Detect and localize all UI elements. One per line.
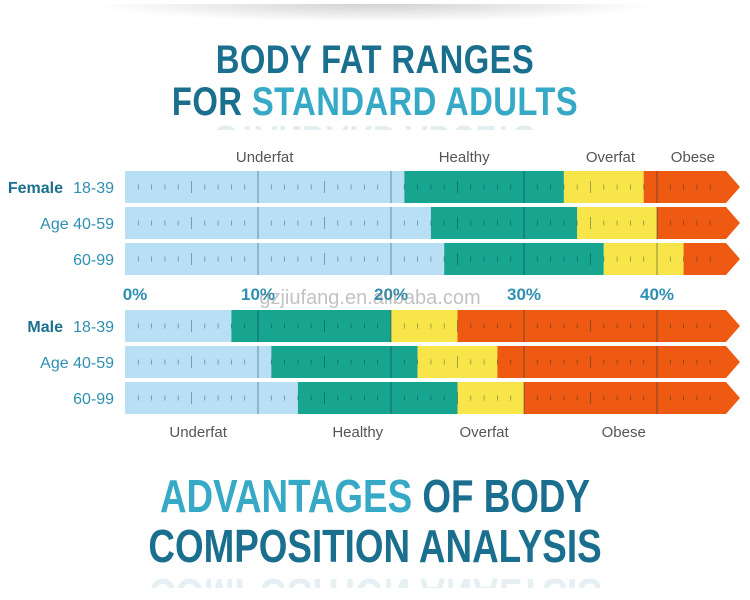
bar-segment-healthy bbox=[271, 346, 418, 378]
footer-title-line2: COMPOSITION ANALYSIS bbox=[75, 523, 675, 569]
bar-segment-underfat bbox=[125, 346, 272, 378]
bar-segment-obese bbox=[524, 382, 740, 414]
row-age-label: 18-39 bbox=[73, 180, 114, 197]
category-label-healthy: Healthy bbox=[332, 424, 383, 441]
footer-reflection-text: COMPOSITION ANALYSIS bbox=[148, 568, 601, 588]
category-label-overfat: Overfat bbox=[586, 149, 636, 166]
row-sex-label: Male bbox=[27, 319, 63, 336]
top-shadow bbox=[90, 4, 660, 22]
category-label-obese: Obese bbox=[671, 149, 715, 166]
bar-segment-overfat bbox=[577, 207, 657, 239]
footer-line1-rest: OF BODY bbox=[412, 470, 591, 522]
row-age-label: Age 40-59 bbox=[40, 355, 114, 372]
x-tick-label: 40% bbox=[640, 285, 674, 304]
row-sex-label: Female bbox=[8, 180, 63, 197]
footer-reflection: COMPOSITION ANALYSIS bbox=[0, 568, 750, 588]
bar-row-male-2 bbox=[125, 382, 740, 414]
bar-row-male-1 bbox=[125, 346, 740, 378]
footer-line2-text: COMPOSITION ANALYSIS bbox=[148, 520, 602, 572]
bar-segment-underfat bbox=[125, 382, 298, 414]
row-age-label: Age 40-59 bbox=[40, 216, 114, 233]
category-label-healthy: Healthy bbox=[439, 149, 490, 166]
watermark-text: gzjiufang.en.alibaba.com bbox=[259, 287, 480, 309]
title-line2-highlight: STANDARD ADULTS bbox=[251, 80, 579, 124]
bar-row-female-0 bbox=[125, 171, 740, 203]
bar-segment-overfat bbox=[563, 171, 644, 203]
bar-segment-obese bbox=[457, 310, 740, 342]
category-label-overfat: Overfat bbox=[460, 424, 510, 441]
bar-segment-overfat bbox=[391, 310, 458, 342]
title-reflection: STANDARD ADULTS bbox=[0, 116, 750, 130]
bar-segment-overfat bbox=[457, 382, 524, 414]
body-fat-chart: Underfat Healthy Overfat Obese Female 18-39 Ag… bbox=[8, 149, 740, 441]
title-line1-text: BODY FAT RANGES bbox=[215, 38, 535, 82]
bar-row-male-0 bbox=[125, 310, 740, 342]
x-tick-label: 0% bbox=[123, 285, 148, 304]
bar-segment-overfat bbox=[603, 243, 684, 275]
title-reflection-text: STANDARD ADULTS bbox=[215, 116, 535, 130]
page-title-line2: FOR STANDARD ADULTS bbox=[68, 82, 683, 122]
bar-segment-obese bbox=[497, 346, 740, 378]
category-label-obese: Obese bbox=[602, 424, 646, 441]
bar-segment-obese bbox=[657, 207, 740, 239]
title-line2-prefix: FOR bbox=[171, 80, 252, 124]
x-tick-label: 20% bbox=[374, 285, 408, 304]
x-tick-label: 10% bbox=[241, 285, 275, 304]
bar-segment-healthy bbox=[444, 243, 604, 275]
category-label-underfat: Underfat bbox=[169, 424, 227, 441]
bar-segment-healthy bbox=[430, 207, 578, 239]
bar-row-female-2 bbox=[125, 243, 740, 275]
row-age-label: 60-99 bbox=[73, 252, 114, 269]
bar-segment-healthy bbox=[404, 171, 564, 203]
bar-segment-obese bbox=[643, 171, 740, 203]
bar-segment-healthy bbox=[231, 310, 391, 342]
bar-row-female-1 bbox=[125, 207, 740, 239]
row-age-label: 60-99 bbox=[73, 391, 114, 408]
page-title-line1: BODY FAT RANGES bbox=[68, 40, 683, 80]
bar-segment-underfat bbox=[125, 243, 445, 275]
bar-segment-underfat bbox=[125, 171, 405, 203]
category-label-underfat: Underfat bbox=[236, 149, 294, 166]
bar-segment-underfat bbox=[125, 310, 232, 342]
row-age-label: 18-39 bbox=[73, 319, 114, 336]
bar-segment-healthy bbox=[297, 382, 458, 414]
footer-line1-highlight: ADVANTAGES bbox=[159, 470, 413, 522]
footer-title-line1: ADVANTAGES OF BODY bbox=[75, 473, 675, 519]
bar-segment-underfat bbox=[125, 207, 431, 239]
x-tick-label: 30% bbox=[507, 285, 541, 304]
bar-segment-obese bbox=[683, 243, 740, 275]
bar-segment-overfat bbox=[417, 346, 498, 378]
